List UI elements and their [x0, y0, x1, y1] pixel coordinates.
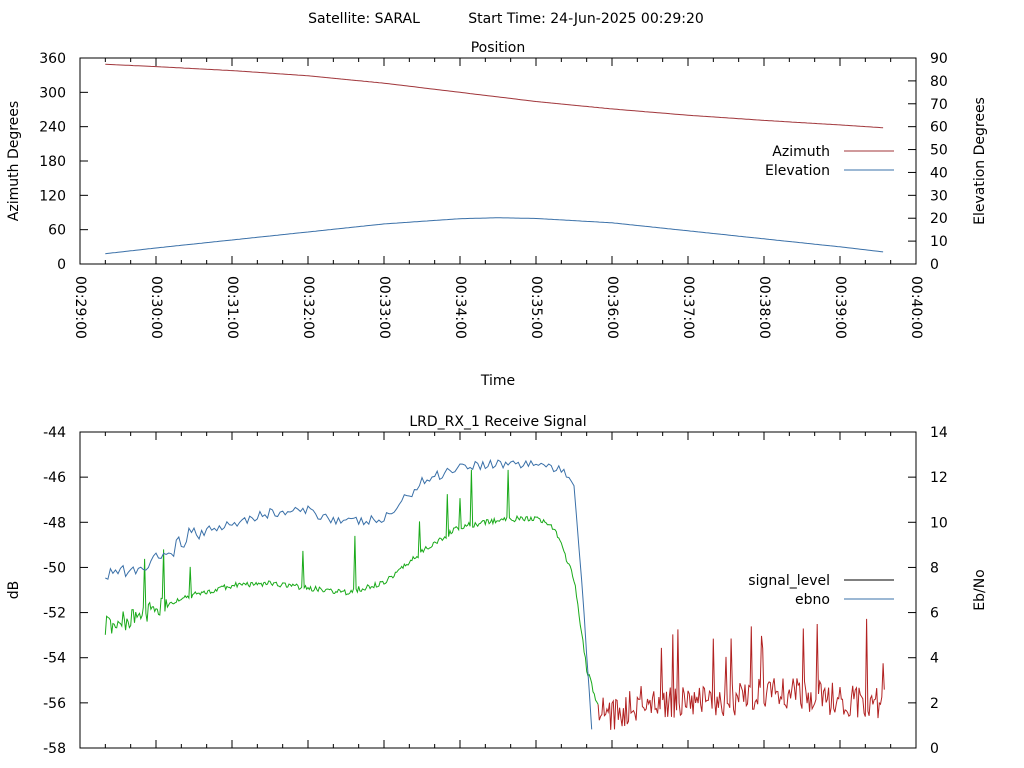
- y2-tick-label: 0: [930, 741, 939, 757]
- x-axis-label: Time: [480, 373, 515, 389]
- x-tick-label: 00:39:00: [832, 276, 848, 339]
- series-azimuth-line: [105, 63, 884, 129]
- legend-label: Azimuth: [772, 144, 830, 160]
- y2-tick-label: 4: [930, 651, 939, 667]
- plot-frame: [79, 431, 917, 749]
- y2-tick-label: 70: [930, 97, 948, 113]
- x-tick-label: 00:30:00: [148, 276, 164, 339]
- y2-tick-label: 50: [930, 143, 948, 159]
- x-tick-label: 00:38:00: [756, 276, 772, 339]
- y2-tick-label: 80: [930, 74, 948, 90]
- series-signal-level-line-acquired: [104, 469, 599, 705]
- x-tick-label: 00:37:00: [680, 276, 696, 339]
- x-tick-label: 00:34:00: [452, 276, 468, 339]
- y-tick-label: 0: [57, 257, 66, 273]
- y2-tick-label: 0: [930, 257, 939, 273]
- series-ebno-line: [105, 458, 593, 730]
- y-tick-label: -52: [43, 606, 66, 622]
- header-start-time: Start Time: 24-Jun-2025 00:29:20: [468, 11, 704, 27]
- y2-tick-label: 12: [930, 470, 948, 486]
- y2-tick-label: 6: [930, 606, 939, 622]
- y2-tick-label: 2: [930, 696, 939, 712]
- y-axis-label: Azimuth Degrees: [6, 101, 22, 221]
- y-tick-label: -54: [43, 651, 66, 667]
- position-chart: Position 0 60 120 180 240 300 360 0 10 20 30 40 50 60 7…: [6, 40, 988, 389]
- y-tick-label: 240: [39, 120, 66, 136]
- x-tick-label: 00:35:00: [528, 276, 544, 339]
- x-tick-label: 00:32:00: [300, 276, 316, 339]
- legend-label: Elevation: [765, 163, 830, 179]
- y2-tick-label: 30: [930, 188, 948, 204]
- y-tick-label: 60: [48, 223, 66, 239]
- series-elevation-line: [105, 217, 884, 255]
- legend-label: signal_level: [748, 573, 830, 589]
- y-axis-label: dB: [6, 581, 22, 600]
- y2-axis-label: Elevation Degrees: [972, 97, 988, 225]
- header-satellite: Satellite: SARAL: [308, 11, 420, 27]
- x-tick-label: 00:40:00: [908, 276, 924, 339]
- y2-tick-label: 90: [930, 51, 948, 67]
- y-tick-label: 120: [39, 188, 66, 204]
- chart-title: LRD_RX_1 Receive Signal: [409, 414, 586, 430]
- figure-header: Satellite: SARAL Start Time: 24-Jun-2025…: [308, 11, 704, 27]
- y2-tick-label: 10: [930, 515, 948, 531]
- y-tick-label: -48: [43, 515, 66, 531]
- y-tick-label: -56: [43, 696, 66, 712]
- y-tick-label: 180: [39, 154, 66, 170]
- y-tick-label: 300: [39, 85, 66, 101]
- y2-tick-label: 8: [930, 560, 939, 576]
- plot-frame: [79, 57, 917, 265]
- x-tick-label: 00:33:00: [376, 276, 392, 339]
- receive-signal-chart: LRD_RX_1 Receive Signal -58 -56 -54 -52 -50 -4…: [6, 414, 988, 757]
- x-tick-label: 00:36:00: [604, 276, 620, 339]
- x-tick-label: 00:29:00: [72, 276, 88, 339]
- y-tick-label: -46: [43, 470, 66, 486]
- y2-tick-label: 10: [930, 234, 948, 250]
- series-signal-level-line-lost: [597, 618, 885, 730]
- y2-tick-label: 60: [930, 120, 948, 136]
- y2-axis-label: Eb/No: [972, 569, 988, 611]
- y2-tick-label: 14: [930, 425, 948, 441]
- chart-title: Position: [471, 40, 526, 56]
- legend-label: ebno: [795, 592, 830, 608]
- y-tick-label: -50: [43, 560, 66, 576]
- x-tick-label: 00:31:00: [224, 276, 240, 339]
- y-tick-label: -58: [43, 741, 66, 757]
- y2-tick-label: 40: [930, 165, 948, 181]
- y2-tick-label: 20: [930, 211, 948, 227]
- y-tick-label: 360: [39, 51, 66, 67]
- y-tick-label: -44: [43, 425, 66, 441]
